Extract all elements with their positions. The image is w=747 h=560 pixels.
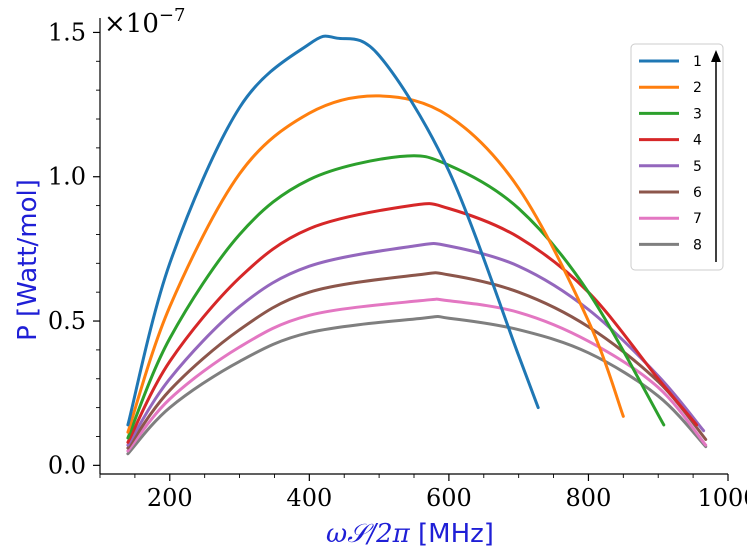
- legend-label-2: 2: [693, 80, 702, 96]
- legend-label-7: 7: [693, 211, 702, 227]
- y-tick-label: 1.5: [48, 18, 86, 46]
- x-tick-label: 200: [147, 484, 193, 512]
- x-tick-label: 600: [426, 484, 472, 512]
- y-axis-label: P [Watt/mol]: [13, 179, 43, 341]
- series-line-7: [126, 297, 708, 453]
- series-line-4: [126, 202, 699, 444]
- series-line-2: [126, 94, 625, 434]
- legend-label-5: 5: [693, 159, 702, 175]
- series-line-3: [126, 154, 666, 440]
- legend-label-4: 4: [693, 133, 702, 149]
- y-axis-multiplier: ×10−7: [104, 5, 185, 39]
- legend-label-8: 8: [693, 237, 702, 253]
- series-line-1: [126, 34, 540, 427]
- x-axis-label: ω𝒮/2π [MHz]: [326, 519, 494, 549]
- y-tick-label: 0.0: [48, 451, 86, 479]
- series-line-5: [126, 241, 706, 447]
- y-tick-label: 1.0: [48, 163, 86, 191]
- legend-label-6: 6: [693, 185, 702, 201]
- x-tick-label: 400: [286, 484, 332, 512]
- y-tick-label: 0.5: [48, 307, 86, 335]
- legend-label-1: 1: [693, 54, 702, 70]
- x-tick-label: 800: [566, 484, 612, 512]
- series-line-8: [126, 315, 708, 456]
- arrow-up-icon: [711, 50, 721, 62]
- legend-box: [630, 43, 724, 271]
- legend-label-3: 3: [693, 106, 702, 122]
